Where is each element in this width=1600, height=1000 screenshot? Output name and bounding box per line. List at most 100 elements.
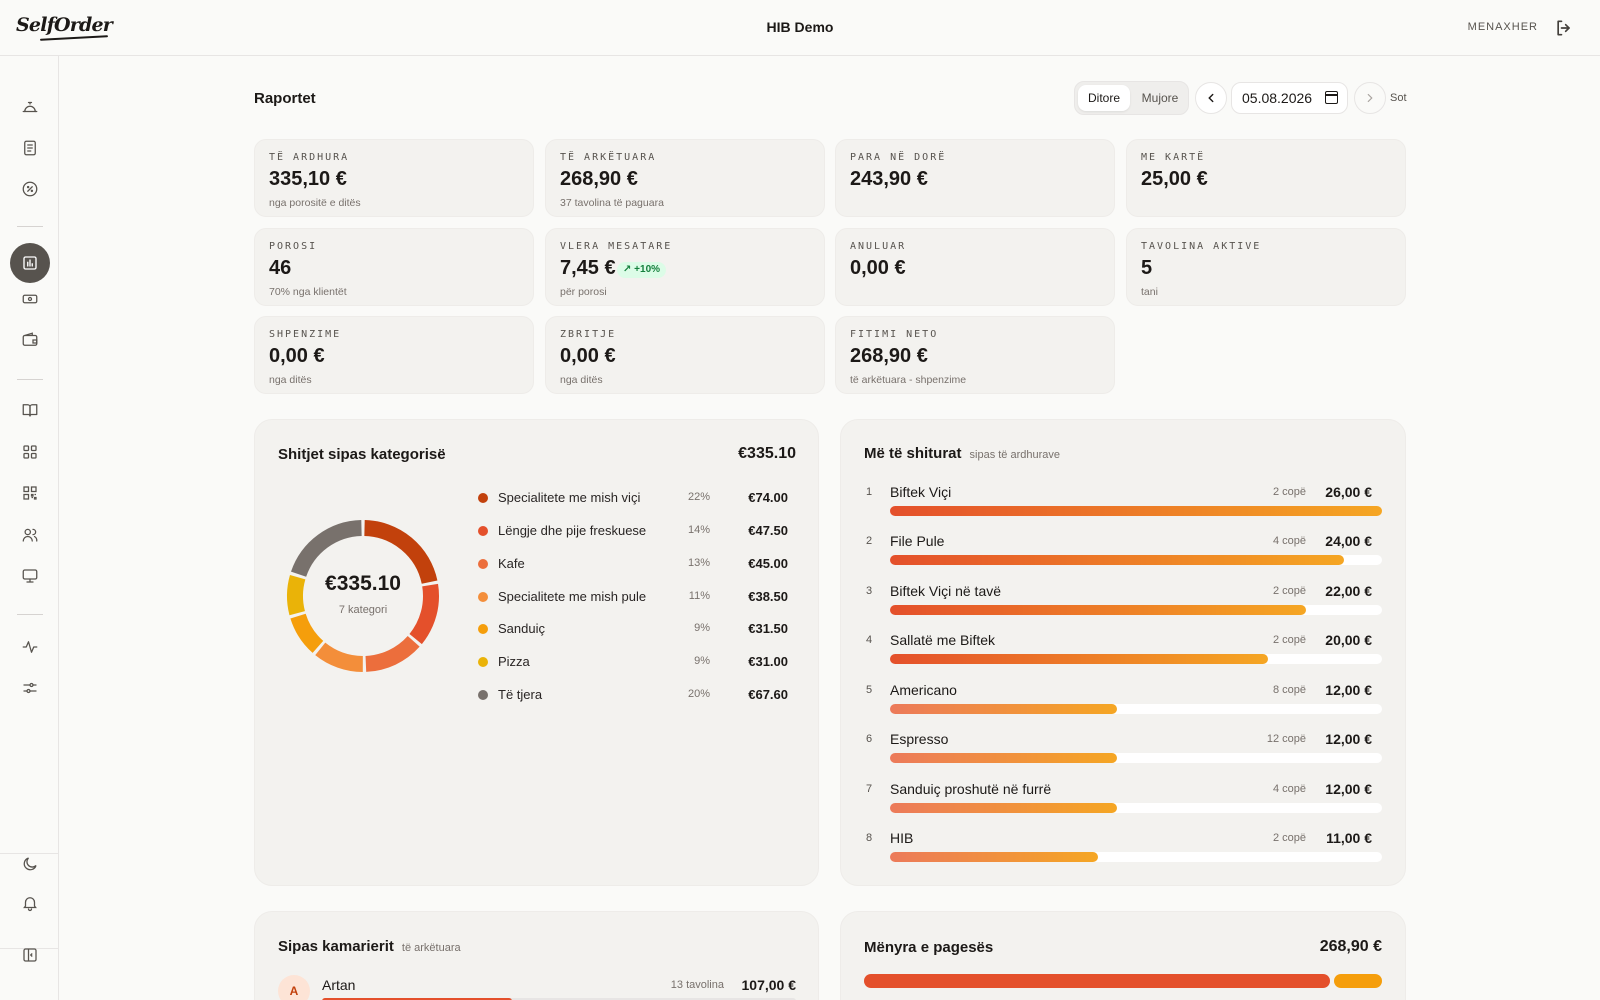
donut-slice xyxy=(364,520,438,585)
category-panel-title: Shitjet sipas kategorisë xyxy=(278,446,446,463)
stat-value: 46 xyxy=(269,257,292,279)
top-seller-row: 3 Biftek Viçi në tavë 2 copë 22,00 € xyxy=(866,581,1382,621)
next-day-button[interactable] xyxy=(1354,82,1386,114)
venue-title: HIB Demo xyxy=(766,19,834,35)
category-legend-item: Specialitete me mish pule 11% €38.50 xyxy=(478,587,798,607)
legend-name: Pizza xyxy=(498,654,530,669)
stat-value: 268,90 € xyxy=(560,168,638,190)
cash-icon[interactable] xyxy=(19,288,41,310)
product-name: Americano xyxy=(890,682,957,698)
waiter-row: A Artan 13 tavolina 107,00 € xyxy=(278,975,796,1000)
book-icon[interactable] xyxy=(19,399,41,421)
waiter-bar-track xyxy=(322,998,796,1000)
sidebar-divider xyxy=(0,853,59,854)
stat-subtitle: nga porositë e ditës xyxy=(269,197,361,209)
trend-badge: ↗ +10% xyxy=(617,262,667,278)
stat-card-cancelled: ANULUAR 0,00 € xyxy=(835,228,1115,306)
donut-slice xyxy=(365,635,420,672)
previous-day-button[interactable] xyxy=(1195,82,1227,114)
legend-percent: 11% xyxy=(688,590,710,602)
top-seller-row: 4 Sallatë me Biftek 2 copë 20,00 € xyxy=(866,630,1382,670)
settings-sliders-icon[interactable] xyxy=(19,677,41,699)
stat-label: TAVOLINA AKTIVE xyxy=(1141,241,1262,252)
legend-name: Sanduiç xyxy=(498,621,545,636)
collapse-sidebar-icon[interactable] xyxy=(19,944,41,966)
product-name: Biftek Viçi xyxy=(890,484,952,500)
revenue-bar-track xyxy=(890,753,1382,763)
stat-card-cash: PARA NË DORË 243,90 € xyxy=(835,139,1115,217)
category-legend-item: Specialitete me mish viçi 22% €74.00 xyxy=(478,488,798,508)
today-button[interactable]: Sot xyxy=(1390,92,1407,104)
product-amount: 22,00 € xyxy=(1325,583,1372,599)
product-quantity: 2 copë xyxy=(1272,585,1306,597)
receipt-icon[interactable] xyxy=(19,137,41,159)
product-amount: 20,00 € xyxy=(1325,632,1372,648)
legend-percent: 13% xyxy=(687,557,710,569)
app-logo[interactable]: SelfOrder xyxy=(16,14,113,36)
category-panel-total: €335.10 xyxy=(738,445,796,462)
tab-monthly[interactable]: Mujore xyxy=(1141,91,1179,105)
top-seller-row: 8 HIB 2 copë 11,00 € xyxy=(866,828,1382,868)
revenue-bar xyxy=(890,605,1307,615)
category-legend-item: Sanduiç 9% €31.50 xyxy=(478,619,798,639)
top-sellers-title-text: Më të shiturat xyxy=(864,445,962,462)
product-amount: 26,00 € xyxy=(1325,484,1372,500)
waiter-name: Artan xyxy=(322,977,356,993)
legend-name: Lëngje dhe pije freskuese xyxy=(498,523,647,538)
waiter-panel-subtitle: të arkëtuara xyxy=(401,942,461,954)
rank-number: 1 xyxy=(866,486,873,498)
user-role: MENAXHER xyxy=(1467,21,1538,33)
stat-card-discounts: ZBRITJE 0,00 € nga ditës xyxy=(545,316,825,394)
qr-code-icon[interactable] xyxy=(19,482,41,504)
stat-value: 0,00 € xyxy=(850,257,906,279)
moon-icon[interactable] xyxy=(19,853,41,875)
legend-dot xyxy=(478,592,488,602)
avatar: A xyxy=(278,975,310,1000)
revenue-bar xyxy=(890,753,1118,763)
product-name: File Pule xyxy=(890,533,945,549)
date-input[interactable]: 05.08.2026 xyxy=(1231,82,1348,114)
monitor-icon[interactable] xyxy=(19,565,41,587)
cash-share-bar xyxy=(864,974,1331,988)
stat-value: 5 xyxy=(1141,257,1153,279)
product-name: Biftek Viçi në tavë xyxy=(890,583,1002,599)
date-value: 05.08.2026 xyxy=(1242,90,1313,106)
tab-daily[interactable]: Ditore xyxy=(1078,85,1130,111)
users-icon[interactable] xyxy=(19,524,41,546)
activity-icon[interactable] xyxy=(19,636,41,658)
stat-value: 335,10 € xyxy=(269,168,347,190)
stat-card-collected: TË ARKËTUARA 268,90 € 37 tavolina të pag… xyxy=(545,139,825,217)
sidebar-divider xyxy=(17,379,43,380)
category-legend-item: Kafe 13% €45.00 xyxy=(478,554,798,574)
legend-percent: 14% xyxy=(687,524,710,536)
product-quantity: 4 copë xyxy=(1272,535,1306,547)
revenue-bar-track xyxy=(890,506,1382,516)
calendar-icon[interactable] xyxy=(1325,91,1338,104)
product-quantity: 4 copë xyxy=(1272,783,1306,795)
product-quantity: 2 copë xyxy=(1272,486,1306,498)
waiter-panel-title: Sipas kamarierit të arkëtuara xyxy=(278,938,461,955)
chevron-right-icon xyxy=(1367,93,1373,103)
top-seller-row: 7 Sanduiç proshutë në furrë 4 copë 12,00 € xyxy=(866,779,1382,819)
sidebar-divider xyxy=(17,614,43,615)
waiter-bar xyxy=(322,998,512,1000)
revenue-bar-track xyxy=(890,555,1382,565)
rank-number: 7 xyxy=(866,783,873,795)
wallet-icon[interactable] xyxy=(19,329,41,351)
discount-icon[interactable] xyxy=(19,178,41,200)
stat-subtitle: 37 tavolina të paguara xyxy=(560,197,664,209)
stat-label: VLERA MESATARE xyxy=(560,241,673,252)
bell-icon[interactable] xyxy=(19,892,41,914)
logout-icon[interactable] xyxy=(1554,18,1574,38)
legend-percent: 9% xyxy=(694,655,710,667)
stat-label: ME KARTË xyxy=(1141,152,1206,163)
rank-number: 8 xyxy=(866,832,873,844)
stat-value: 25,00 € xyxy=(1141,168,1208,190)
donut-slice xyxy=(409,583,439,645)
grid-icon[interactable] xyxy=(19,441,41,463)
top-sellers-subtitle: sipas të ardhurave xyxy=(969,449,1061,461)
top-bar: SelfOrder HIB Demo MENAXHER xyxy=(0,0,1600,56)
reports-icon[interactable] xyxy=(10,243,50,283)
product-amount: 12,00 € xyxy=(1325,682,1372,698)
cloche-icon[interactable] xyxy=(19,96,41,118)
